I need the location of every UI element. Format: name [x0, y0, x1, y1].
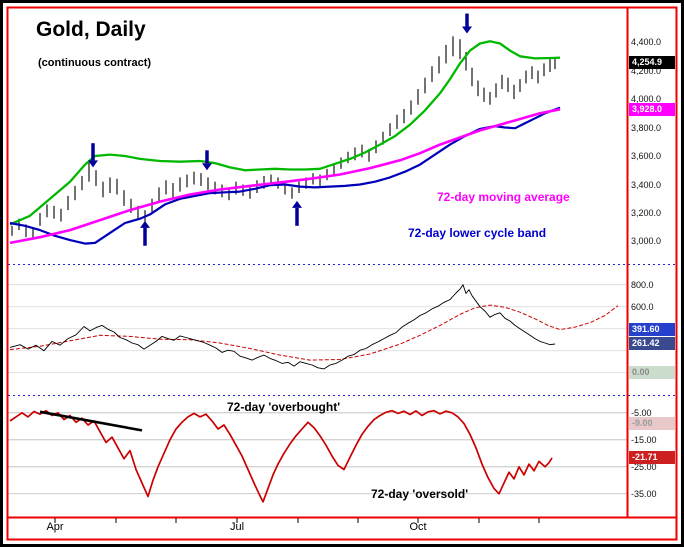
up-arrow-icon — [292, 200, 302, 208]
down-arrow-icon — [88, 160, 98, 168]
down-arrow-icon — [462, 26, 472, 34]
up-arrow-icon — [140, 220, 150, 228]
chart-frame-lines — [6, 6, 678, 541]
moving-average-line — [9, 108, 561, 245]
momentum-line — [9, 284, 556, 370]
cycle-line — [9, 409, 553, 503]
momentum-signal-line — [9, 304, 619, 361]
down-arrow-icon — [202, 163, 212, 171]
trend-line — [39, 410, 143, 432]
upper-band-line — [9, 40, 561, 226]
